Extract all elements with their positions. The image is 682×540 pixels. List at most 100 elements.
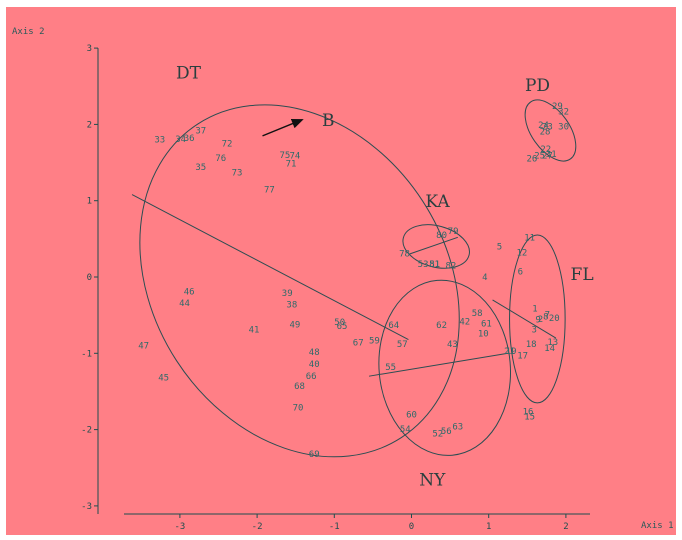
- y-tick-label: 1: [87, 197, 92, 207]
- data-point: 9: [535, 316, 540, 326]
- data-point: 47: [138, 342, 149, 352]
- data-point: 30: [558, 123, 569, 133]
- data-point: 37: [195, 127, 206, 137]
- data-point: 71: [286, 159, 297, 169]
- data-point: 69: [309, 450, 320, 460]
- data-point: 35: [195, 163, 206, 173]
- data-point: 16: [523, 407, 534, 417]
- data-point: 18: [526, 340, 537, 350]
- data-point: 2: [538, 315, 543, 325]
- data-point: 82: [445, 262, 456, 272]
- group-ellipse: [378, 279, 512, 456]
- data-point: 4: [482, 273, 487, 283]
- data-point: 61: [481, 320, 492, 330]
- data-point: 15: [524, 413, 535, 423]
- data-point: 48: [309, 348, 320, 358]
- data-point: 28: [540, 127, 551, 137]
- data-point: 23: [542, 123, 553, 133]
- data-point: 40: [309, 360, 320, 370]
- data-point: 11: [524, 233, 535, 243]
- y-tick-label: -3: [81, 502, 92, 512]
- data-point: 6: [518, 268, 523, 278]
- data-point: 54: [400, 425, 411, 435]
- x-tick-label: -1: [329, 522, 340, 532]
- data-point: 24: [538, 121, 549, 131]
- data-point: 62: [436, 321, 447, 331]
- data-point: 79: [448, 227, 459, 237]
- group-ellipse: [509, 234, 566, 404]
- data-point: 32: [558, 107, 569, 117]
- x-tick-label: 2: [563, 522, 568, 532]
- data-point: 66: [306, 372, 317, 382]
- data-point: 53: [418, 260, 429, 270]
- x-tick-label: -2: [252, 522, 263, 532]
- group-ellipse: [524, 99, 577, 162]
- data-point: 20: [549, 314, 560, 324]
- y-tick-label: 0: [87, 273, 92, 283]
- group-ellipse: [402, 224, 470, 269]
- data-point: 33: [154, 136, 165, 146]
- data-point: 55: [385, 363, 396, 373]
- data-point: 60: [406, 410, 417, 420]
- group-ellipse: [139, 104, 460, 458]
- data-point: 8: [543, 313, 548, 323]
- y-tick-label: 3: [87, 44, 92, 54]
- data-point: 77: [264, 185, 275, 195]
- data-point: 12: [516, 249, 527, 259]
- y-axis-title: Axis 2: [12, 27, 45, 37]
- data-point: 70: [293, 403, 304, 413]
- annotation: B: [262, 111, 334, 137]
- connector-line: [409, 236, 458, 255]
- data-point: 34: [175, 135, 186, 145]
- data-point: 31: [546, 150, 557, 160]
- plot-background: [6, 7, 676, 535]
- annotation-arrow: [262, 118, 304, 137]
- data-point: 44: [179, 299, 190, 309]
- connector-lines: [131, 194, 557, 377]
- data-point: 67: [353, 339, 364, 349]
- connector-line: [131, 194, 409, 341]
- data-point: 27: [542, 152, 553, 162]
- data-point: 19: [506, 347, 517, 357]
- connector-line: [368, 352, 509, 377]
- data-point: 42: [459, 317, 470, 327]
- group-label: FL: [571, 265, 594, 285]
- data-point: 45: [158, 374, 169, 384]
- x-axis-title: Axis 1: [641, 521, 674, 531]
- data-point: 78: [399, 249, 410, 259]
- data-point: 46: [184, 287, 195, 297]
- data-point: 74: [290, 152, 301, 162]
- group-labels: DT KA PD FL NY: [176, 64, 594, 491]
- data-point: 36: [184, 134, 195, 144]
- data-point: 21: [504, 347, 515, 357]
- connector-line: [492, 299, 557, 339]
- data-point: 50: [334, 318, 345, 328]
- data-point: 41: [249, 326, 260, 336]
- data-point: 57: [397, 340, 408, 350]
- data-point: 39: [282, 289, 293, 299]
- y-tick-label: -2: [81, 426, 92, 436]
- x-tick-label: -3: [174, 522, 185, 532]
- data-point: 51: [429, 260, 440, 270]
- data-point: 1: [532, 304, 537, 314]
- data-point: 73: [232, 168, 243, 178]
- group-ellipses: [139, 99, 577, 458]
- data-point: 68: [294, 382, 305, 392]
- data-point: 38: [286, 300, 297, 310]
- data-point: 13: [547, 338, 558, 348]
- group-label: PD: [525, 76, 550, 96]
- data-point: 59: [369, 336, 380, 346]
- data-point: 80: [436, 231, 447, 241]
- data-point: 26: [527, 155, 538, 165]
- data-point: 64: [388, 321, 399, 331]
- group-label: NY: [419, 470, 446, 490]
- data-point: 65: [337, 322, 348, 332]
- data-point: 72: [222, 139, 233, 149]
- data-point: 56: [441, 427, 452, 437]
- y-tick-label: -1: [81, 349, 92, 359]
- data-point: 14: [544, 344, 555, 354]
- data-point: 10: [478, 329, 489, 339]
- data-point: 76: [215, 154, 226, 164]
- data-point: 22: [540, 145, 551, 155]
